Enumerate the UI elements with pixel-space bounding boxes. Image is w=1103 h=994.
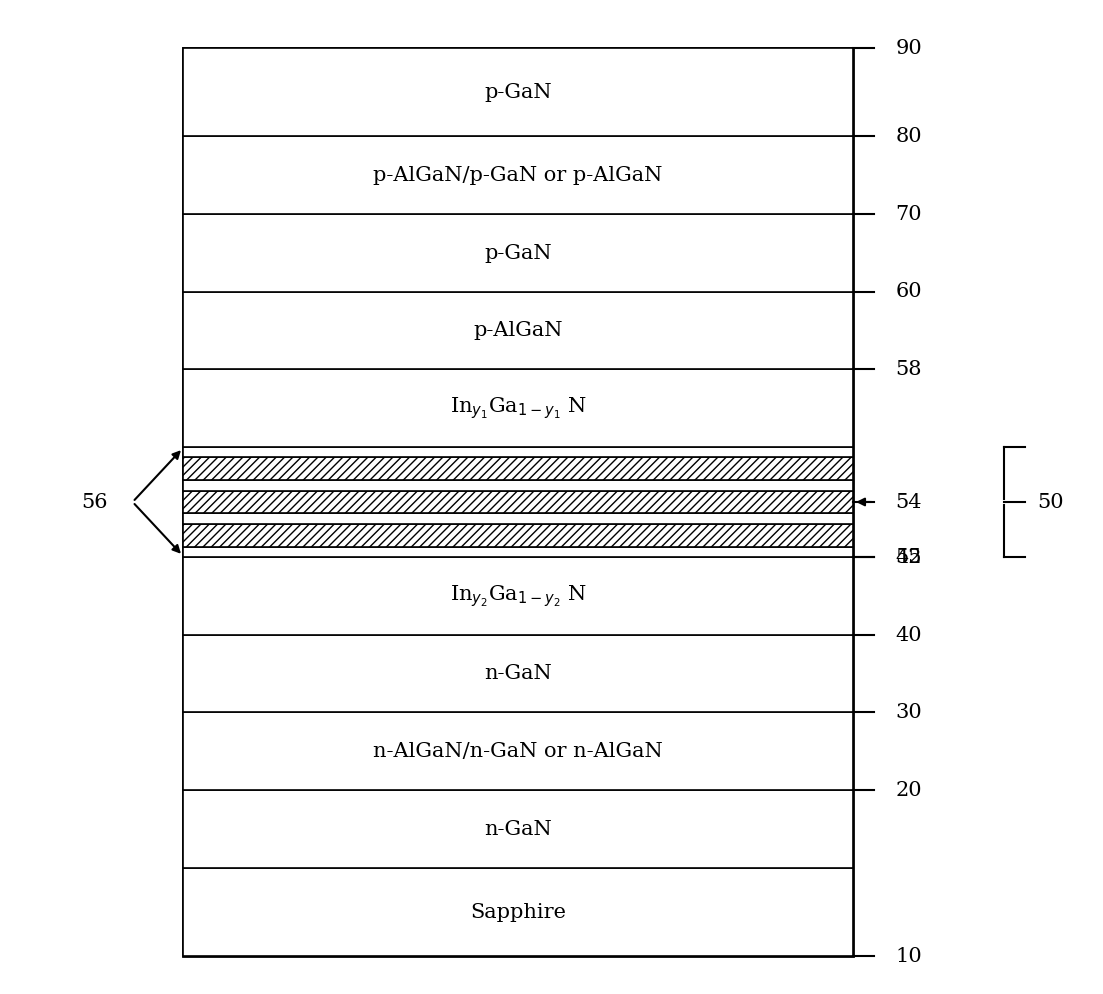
Bar bbox=[183, 214, 853, 292]
Text: 54: 54 bbox=[895, 493, 921, 512]
Bar bbox=[183, 713, 853, 790]
Text: Sapphire: Sapphire bbox=[470, 903, 566, 921]
Bar bbox=[183, 547, 853, 557]
Bar bbox=[183, 557, 853, 635]
Bar bbox=[183, 292, 853, 370]
Bar bbox=[183, 136, 853, 214]
Text: 10: 10 bbox=[895, 946, 922, 965]
Text: In$_{y_2}$Ga$_{1-y_2}$ N: In$_{y_2}$Ga$_{1-y_2}$ N bbox=[450, 583, 587, 609]
Text: 30: 30 bbox=[895, 703, 922, 722]
Bar bbox=[183, 868, 853, 956]
Text: 70: 70 bbox=[895, 205, 922, 224]
Text: 52: 52 bbox=[895, 548, 921, 567]
Bar bbox=[183, 447, 853, 457]
Bar bbox=[183, 514, 853, 524]
Bar bbox=[183, 370, 853, 447]
Bar bbox=[183, 457, 853, 480]
Text: n-AlGaN/n-GaN or n-AlGaN: n-AlGaN/n-GaN or n-AlGaN bbox=[373, 742, 663, 760]
Text: n-GaN: n-GaN bbox=[484, 820, 552, 839]
Text: In$_{y_1}$Ga$_{1-y_1}$ N: In$_{y_1}$Ga$_{1-y_1}$ N bbox=[450, 396, 587, 421]
Bar bbox=[183, 49, 853, 956]
Bar bbox=[183, 480, 853, 491]
Text: p-GaN: p-GaN bbox=[484, 83, 552, 102]
Bar bbox=[183, 635, 853, 713]
Text: 90: 90 bbox=[895, 39, 922, 58]
Text: 60: 60 bbox=[895, 282, 922, 301]
Text: 45: 45 bbox=[895, 548, 921, 567]
Bar bbox=[183, 49, 853, 136]
Text: 20: 20 bbox=[895, 780, 922, 800]
Text: p-AlGaN: p-AlGaN bbox=[473, 321, 563, 340]
Text: n-GaN: n-GaN bbox=[484, 664, 552, 683]
Bar bbox=[183, 790, 853, 868]
Text: 80: 80 bbox=[895, 127, 922, 146]
Text: 50: 50 bbox=[1038, 493, 1064, 512]
Text: 56: 56 bbox=[81, 493, 107, 512]
Text: p-GaN: p-GaN bbox=[484, 244, 552, 262]
Bar bbox=[183, 524, 853, 547]
Text: p-AlGaN/p-GaN or p-AlGaN: p-AlGaN/p-GaN or p-AlGaN bbox=[373, 166, 663, 185]
Bar bbox=[183, 491, 853, 514]
Text: 58: 58 bbox=[895, 360, 921, 379]
Text: 40: 40 bbox=[895, 625, 922, 644]
